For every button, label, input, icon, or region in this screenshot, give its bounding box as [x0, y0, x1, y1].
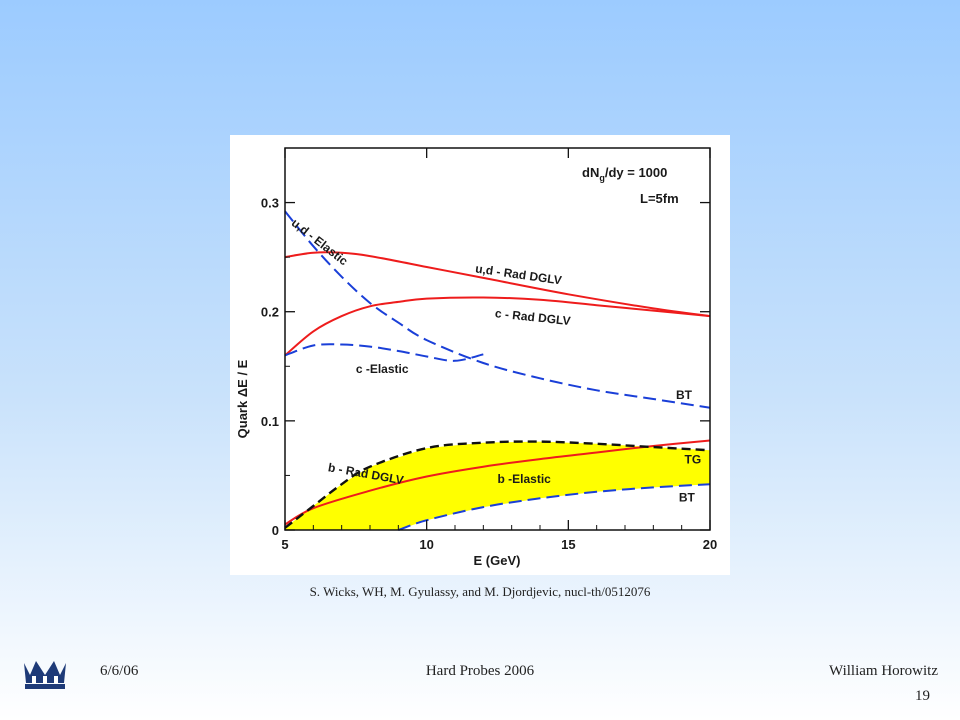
- curve-label-3: c -Elastic: [356, 362, 409, 376]
- x-tick-label-0: 5: [281, 537, 288, 552]
- dndy-rest: /dy = 1000: [605, 165, 668, 180]
- x-tick-label-1: 10: [419, 537, 433, 552]
- dndy-sub: g: [599, 173, 605, 183]
- curve-label-6: b -Elastic: [498, 472, 552, 486]
- citation: S. Wicks, WH, M. Gyulassy, and M. Djordj…: [309, 584, 651, 599]
- energy-loss-chart: 5 10 15 20 0 0.1 0.2 0.3 u,d - Elastic u,d - Rad …: [230, 135, 730, 575]
- y-tick-label-0: 0: [272, 523, 279, 538]
- footer-author: William Horowitz: [829, 663, 938, 679]
- series-line-2: [284, 439, 711, 526]
- x-axis-label: E (GeV): [474, 553, 521, 568]
- plot-area: 5 10 15 20 0 0.1 0.2 0.3 u,d - Elastic u,d - Rad …: [261, 147, 717, 552]
- y-axis-label: Quark ΔE / E: [235, 359, 250, 438]
- x-tick-label-3: 20: [703, 537, 717, 552]
- series-line-3: [284, 210, 711, 409]
- series-line-1: [284, 296, 711, 357]
- curve-label-0: u,d - Elastic: [289, 216, 351, 269]
- y-tick-label-3: 0.3: [261, 196, 279, 211]
- series-line-4: [284, 343, 484, 362]
- length-annotation: L=5fm: [640, 191, 679, 206]
- curve-label-7: TG: [685, 452, 702, 466]
- y-tick-label-2: 0.2: [261, 305, 279, 320]
- footer-conference: Hard Probes 2006: [425, 663, 535, 679]
- curve-label-1: u,d - Rad DGLV: [474, 262, 562, 288]
- columbia-crown-icon: [24, 661, 66, 689]
- y-tick-label-1: 0.1: [261, 414, 279, 429]
- dndy-annotation: dNg/dy = 1000: [582, 165, 667, 183]
- curve-label-2: c - Rad DGLV: [494, 306, 571, 328]
- page-number: 19: [915, 688, 930, 704]
- b-quark-band: [285, 441, 710, 530]
- footer-date: 6/6/06: [100, 663, 139, 679]
- x-tick-label-2: 15: [561, 537, 575, 552]
- series-line-0: [284, 251, 711, 318]
- curve-label-8: BT: [679, 491, 696, 505]
- plot-frame: [284, 147, 711, 531]
- dndy-main: dN: [582, 165, 599, 180]
- curve-label-4: BT: [676, 388, 693, 402]
